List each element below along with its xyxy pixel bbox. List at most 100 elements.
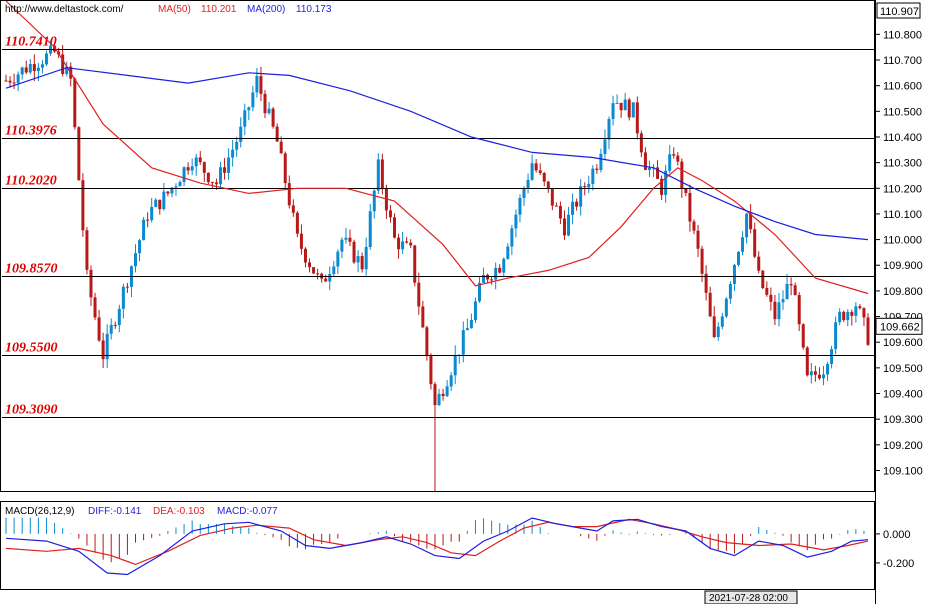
candle-body	[113, 324, 117, 326]
candle-body	[178, 181, 182, 187]
candle-body	[405, 241, 409, 243]
candle-body	[299, 233, 303, 249]
candle-body	[583, 186, 587, 188]
candle-body	[125, 286, 129, 288]
candle-body	[44, 53, 48, 65]
macd-tick-label: -0.200	[883, 558, 914, 570]
candle-body	[680, 161, 684, 189]
candle-body	[393, 217, 397, 238]
candle-body	[360, 256, 364, 270]
candle-body	[218, 167, 222, 185]
candle-body	[409, 242, 413, 246]
candle-body	[138, 240, 142, 254]
candle-body	[830, 349, 834, 364]
candle-body	[821, 374, 825, 379]
candle-body	[567, 214, 571, 236]
candle-body	[631, 102, 635, 118]
candle-body	[696, 230, 700, 249]
candle-body	[77, 127, 81, 181]
candle-body	[676, 155, 680, 162]
candle-body	[198, 157, 202, 163]
candle-body	[263, 93, 267, 114]
date-box	[704, 590, 798, 604]
candle-body	[720, 316, 724, 327]
candle-body	[214, 182, 218, 185]
y-tick-label: 110.500	[883, 106, 922, 118]
candle-body	[235, 141, 239, 150]
candle-body	[146, 219, 150, 221]
y-tick-label: 110.700	[883, 55, 922, 67]
y-tick-label: 110.800	[883, 29, 922, 41]
candle-body	[445, 386, 449, 397]
candle-body	[105, 333, 109, 360]
candle-body	[708, 292, 712, 317]
candle-body	[117, 308, 121, 326]
candle-body	[741, 237, 745, 252]
candle-body	[688, 193, 692, 222]
candle-body	[571, 201, 575, 215]
candle-body	[716, 326, 720, 338]
candle-body	[473, 301, 477, 320]
candle-body	[401, 241, 405, 250]
footer-date: 2021-07-28 02:00	[709, 593, 788, 604]
candle-body	[352, 241, 356, 263]
diff-line	[5, 517, 869, 576]
candle-body	[206, 172, 210, 183]
candle-body	[190, 166, 194, 171]
candle-body	[28, 64, 32, 73]
candle-body	[866, 317, 870, 345]
candle-body	[364, 246, 368, 270]
candle-body	[324, 278, 328, 282]
candle-body	[826, 363, 830, 375]
candle-body	[12, 82, 16, 84]
candle-body	[797, 295, 801, 325]
candle-body	[449, 375, 453, 387]
ma50-label: MA(50)	[158, 4, 191, 15]
candle-body	[243, 110, 247, 127]
candle-body	[291, 205, 295, 213]
candle-body	[417, 282, 421, 307]
candle-body	[295, 212, 299, 234]
candle-body	[761, 270, 765, 288]
candle-body	[308, 262, 312, 268]
level-label: 109.3090	[5, 403, 58, 418]
candle-body	[32, 64, 36, 72]
candle-body	[765, 287, 769, 295]
candle-body	[85, 230, 89, 270]
candle-body	[283, 153, 287, 184]
macd-tick-label: 0.000	[883, 529, 911, 541]
ma50-value: 110.201	[201, 4, 237, 15]
y-tick-label: 110.600	[883, 81, 922, 93]
candle-body	[728, 284, 732, 299]
candle-body	[340, 239, 344, 252]
candle-body	[36, 67, 40, 72]
candle-body	[93, 297, 97, 318]
candle-body	[429, 355, 433, 385]
candle-body	[656, 167, 660, 179]
ma50-line	[5, 0, 869, 295]
candle-body	[279, 141, 283, 154]
candle-body	[753, 229, 757, 257]
candle-body	[441, 393, 445, 397]
candle-body	[591, 168, 595, 184]
candle-body	[73, 78, 77, 128]
candle-body	[668, 154, 672, 171]
candle-body	[603, 139, 607, 154]
ma200-label: MA(200)	[247, 4, 285, 15]
candle-body	[239, 126, 243, 142]
candle-body	[271, 108, 275, 127]
macd-axis: 0.000 -0.200	[875, 529, 914, 570]
y-tick-label: 110.400	[883, 132, 922, 144]
candle-body	[486, 274, 490, 280]
ma200-line	[5, 67, 869, 241]
candle-body	[635, 102, 639, 134]
candle-body	[121, 286, 125, 309]
candle-body	[166, 191, 170, 194]
candle-body	[328, 273, 332, 282]
top-price-box	[876, 2, 921, 19]
candle-body	[514, 214, 518, 229]
candle-body	[158, 199, 162, 210]
candle-body	[599, 153, 603, 170]
macd-panel-frame	[0, 501, 875, 590]
